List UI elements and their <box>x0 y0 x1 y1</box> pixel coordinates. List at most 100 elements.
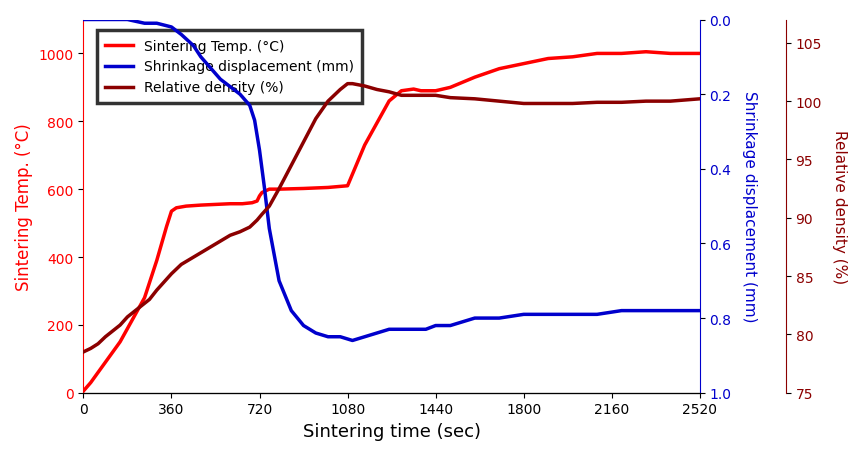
Shrinkage displacement (mm) <box>225 85 235 90</box>
Relative density (%) <box>100 334 110 340</box>
Sintering Temp. (°C) <box>263 187 274 192</box>
Sintering Temp. (°C) <box>97 363 108 369</box>
Relative density (%) <box>430 93 440 99</box>
Line: Relative density (%): Relative density (%) <box>84 85 699 352</box>
Shrinkage displacement (mm) <box>245 103 255 109</box>
Relative density (%) <box>567 101 577 107</box>
Sintering Temp. (°C) <box>254 194 264 199</box>
Relative density (%) <box>396 93 406 99</box>
Shrinkage displacement (mm) <box>335 334 345 340</box>
Legend: Sintering Temp. (°C), Shrinkage displacement (mm), Relative density (%): Sintering Temp. (°C), Shrinkage displace… <box>96 31 362 103</box>
Relative density (%) <box>108 329 118 334</box>
Relative density (%) <box>616 101 626 106</box>
Relative density (%) <box>195 250 206 256</box>
Relative density (%) <box>310 116 320 122</box>
Shrinkage displacement (mm) <box>263 226 274 232</box>
Sintering Temp. (°C) <box>78 389 89 394</box>
Shrinkage displacement (mm) <box>665 308 675 313</box>
Sintering Temp. (°C) <box>247 201 257 206</box>
Sintering Temp. (°C) <box>359 143 369 148</box>
Shrinkage displacement (mm) <box>592 312 602 318</box>
Sintering Temp. (°C) <box>225 202 235 207</box>
Relative density (%) <box>493 99 504 105</box>
Relative density (%) <box>85 346 96 351</box>
Relative density (%) <box>144 297 154 303</box>
Sintering Temp. (°C) <box>342 184 352 189</box>
Shrinkage displacement (mm) <box>347 338 357 344</box>
Relative density (%) <box>137 303 147 308</box>
Y-axis label: Relative density (%): Relative density (%) <box>831 130 846 283</box>
Shrinkage displacement (mm) <box>567 312 577 318</box>
Sintering Temp. (°C) <box>408 87 418 92</box>
Shrinkage displacement (mm) <box>323 334 333 340</box>
Relative density (%) <box>78 349 89 355</box>
Shrinkage displacement (mm) <box>205 66 215 71</box>
Relative density (%) <box>176 262 186 268</box>
Relative density (%) <box>323 99 333 105</box>
Relative density (%) <box>129 308 139 314</box>
Shrinkage displacement (mm) <box>469 316 480 321</box>
Shrinkage displacement (mm) <box>694 308 704 313</box>
Sintering Temp. (°C) <box>257 190 267 196</box>
Relative density (%) <box>115 323 125 328</box>
Shrinkage displacement (mm) <box>195 55 206 61</box>
Sintering Temp. (°C) <box>383 99 393 105</box>
Shrinkage displacement (mm) <box>298 323 308 329</box>
Shrinkage displacement (mm) <box>383 327 393 332</box>
Shrinkage displacement (mm) <box>371 330 381 336</box>
Shrinkage displacement (mm) <box>274 278 284 284</box>
Relative density (%) <box>274 187 284 192</box>
Shrinkage displacement (mm) <box>249 118 259 124</box>
Shrinkage displacement (mm) <box>286 308 296 313</box>
Relative density (%) <box>335 87 345 93</box>
X-axis label: Sintering time (sec): Sintering time (sec) <box>302 422 480 440</box>
Relative density (%) <box>359 84 369 90</box>
Sintering Temp. (°C) <box>518 62 529 67</box>
Sintering Temp. (°C) <box>210 202 220 207</box>
Relative density (%) <box>166 272 177 277</box>
Sintering Temp. (°C) <box>195 203 206 208</box>
Sintering Temp. (°C) <box>640 50 650 56</box>
Relative density (%) <box>347 82 357 87</box>
Shrinkage displacement (mm) <box>176 33 186 38</box>
Shrinkage displacement (mm) <box>396 327 406 332</box>
Sintering Temp. (°C) <box>430 89 440 94</box>
Shrinkage displacement (mm) <box>430 323 440 329</box>
Line: Sintering Temp. (°C): Sintering Temp. (°C) <box>84 53 699 391</box>
Sintering Temp. (°C) <box>171 206 182 211</box>
Sintering Temp. (°C) <box>274 187 284 192</box>
Shrinkage displacement (mm) <box>139 21 150 27</box>
Sintering Temp. (°C) <box>616 51 626 57</box>
Sintering Temp. (°C) <box>444 86 455 91</box>
Line: Shrinkage displacement (mm): Shrinkage displacement (mm) <box>84 20 699 341</box>
Relative density (%) <box>257 212 267 217</box>
Relative density (%) <box>298 140 308 146</box>
Shrinkage displacement (mm) <box>518 312 529 318</box>
Relative density (%) <box>93 341 103 347</box>
Sintering Temp. (°C) <box>665 51 675 57</box>
Relative density (%) <box>225 233 235 238</box>
Shrinkage displacement (mm) <box>493 316 504 321</box>
Relative density (%) <box>152 288 162 293</box>
Shrinkage displacement (mm) <box>122 18 133 23</box>
Sintering Temp. (°C) <box>415 89 425 94</box>
Shrinkage displacement (mm) <box>254 148 264 153</box>
Sintering Temp. (°C) <box>493 67 504 72</box>
Sintering Temp. (°C) <box>469 75 480 81</box>
Relative density (%) <box>122 314 133 320</box>
Shrinkage displacement (mm) <box>215 77 226 83</box>
Shrinkage displacement (mm) <box>259 185 269 191</box>
Sintering Temp. (°C) <box>542 57 553 62</box>
Y-axis label: Shrinkage displacement (mm): Shrinkage displacement (mm) <box>740 91 756 322</box>
Shrinkage displacement (mm) <box>152 21 162 27</box>
Sintering Temp. (°C) <box>237 202 247 207</box>
Sintering Temp. (°C) <box>181 204 191 209</box>
Shrinkage displacement (mm) <box>90 18 101 23</box>
Shrinkage displacement (mm) <box>542 312 553 318</box>
Sintering Temp. (°C) <box>152 258 162 263</box>
Sintering Temp. (°C) <box>85 380 96 385</box>
Relative density (%) <box>383 90 393 96</box>
Relative density (%) <box>234 229 245 235</box>
Relative density (%) <box>251 218 262 223</box>
Relative density (%) <box>286 163 296 169</box>
